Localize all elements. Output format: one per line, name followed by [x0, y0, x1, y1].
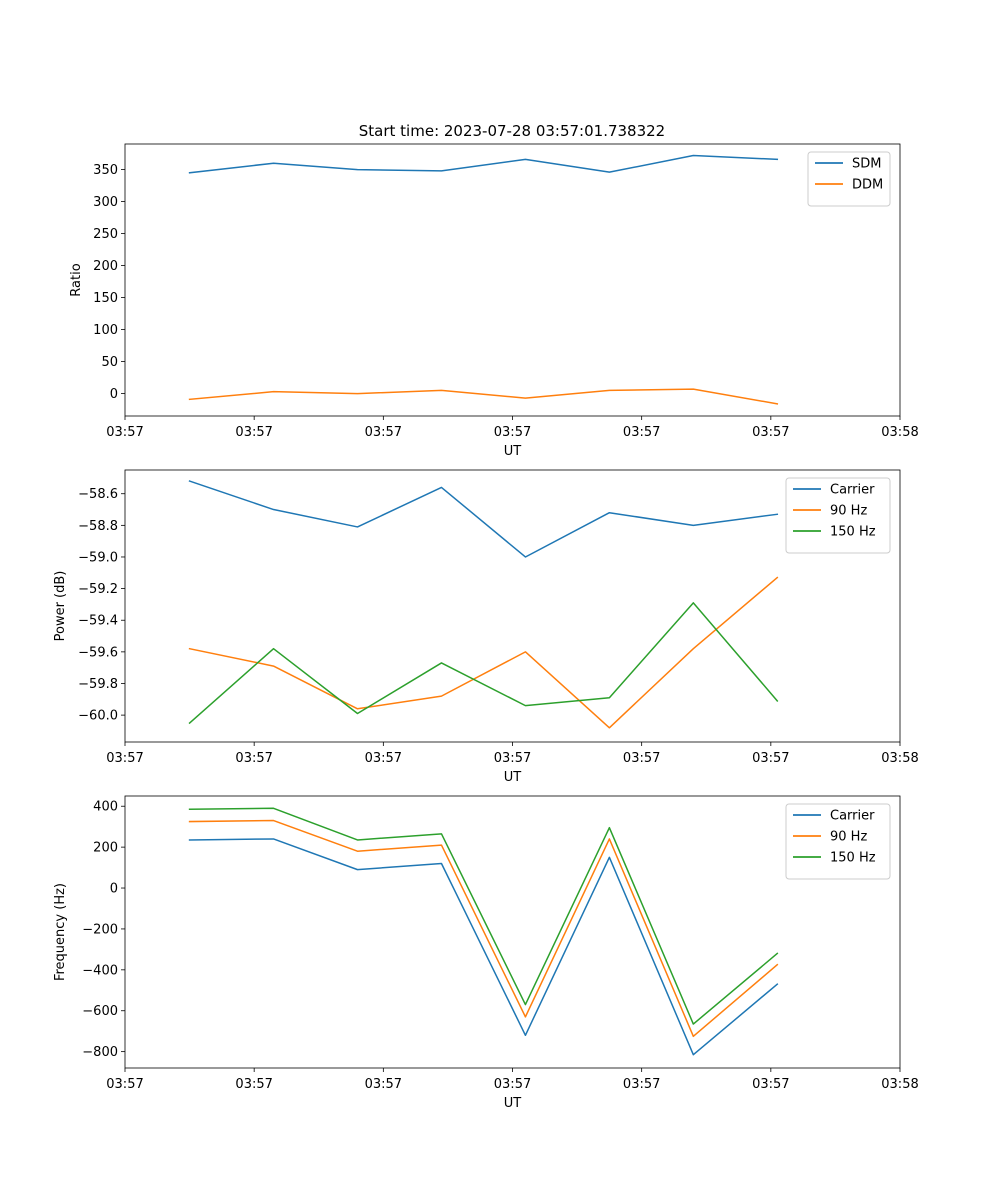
y-tick-label: −600: [82, 1004, 118, 1019]
series-line-carrier: [188, 480, 779, 558]
x-tick-label: 03:57: [494, 751, 531, 766]
ratio-panel: 03:57 03:57 03:57 03:57 03:57 03:57 03:58 0 50 10…: [69, 143, 919, 459]
x-tick-label: 03:57: [235, 425, 272, 440]
x-axis-label: UT: [504, 1096, 522, 1111]
y-tick-label: −59.0: [78, 550, 118, 565]
legend-label: DDM: [852, 178, 883, 193]
y-axis-label: Ratio: [69, 263, 84, 296]
legend-label: 150 Hz: [830, 525, 876, 540]
y-axis-label: Frequency (Hz): [53, 883, 68, 981]
y-tick-label: −58.6: [78, 487, 118, 502]
legend-label: 90 Hz: [830, 504, 867, 519]
y-tick-label: −200: [82, 922, 118, 937]
series-line-150-hz: [188, 807, 779, 1025]
x-tick-label: 03:57: [623, 1077, 660, 1092]
series-line-ddm: [188, 388, 779, 405]
legend-box: [785, 477, 891, 554]
x-tick-label: 03:58: [881, 751, 918, 766]
x-tick-label: 03:57: [235, 751, 272, 766]
axes-frame: [124, 795, 901, 1069]
x-tick-label: 03:57: [106, 751, 143, 766]
x-tick-label: 03:57: [752, 751, 789, 766]
x-tick-label: 03:57: [494, 1077, 531, 1092]
x-tick-label: 03:57: [365, 751, 402, 766]
x-tick-label: 03:57: [365, 425, 402, 440]
legend-label: Carrier: [830, 809, 875, 824]
legend-label: 90 Hz: [830, 830, 867, 845]
x-tick-label: 03:57: [494, 425, 531, 440]
y-tick-label: 100: [93, 323, 118, 338]
series-line-sdm: [188, 154, 779, 174]
y-tick-label: 300: [93, 195, 118, 210]
y-tick-label: −59.2: [78, 582, 118, 597]
axes-frame: [124, 469, 901, 743]
y-tick-label: −400: [82, 963, 118, 978]
series-line-90-hz: [188, 819, 779, 1038]
series-line-carrier: [188, 838, 779, 1056]
power-panel: 03:57 03:57 03:57 03:57 03:57 03:57 03:58 −58.6…: [53, 469, 919, 785]
series-line-150-hz: [188, 602, 779, 725]
y-tick-label: −800: [82, 1045, 118, 1060]
x-tick-label: 03:58: [881, 1077, 918, 1092]
series-line-90-hz: [188, 576, 779, 729]
y-tick-label: 350: [93, 163, 118, 178]
y-tick-label: 50: [101, 355, 118, 370]
x-tick-label: 03:57: [623, 751, 660, 766]
x-tick-label: 03:57: [623, 425, 660, 440]
legend-label: SDM: [852, 157, 881, 172]
y-tick-label: −58.8: [78, 519, 118, 534]
y-tick-label: 150: [93, 291, 118, 306]
x-tick-label: 03:58: [881, 425, 918, 440]
x-tick-label: 03:57: [235, 1077, 272, 1092]
x-tick-label: 03:57: [752, 1077, 789, 1092]
x-tick-label: 03:57: [106, 1077, 143, 1092]
y-tick-label: −59.4: [78, 614, 118, 629]
x-tick-label: 03:57: [106, 425, 143, 440]
y-axis-label: Power (dB): [53, 571, 68, 642]
y-tick-label: 0: [110, 882, 118, 897]
frequency-panel: 03:57 03:57 03:57 03:57 03:57 03:57 03:58 400 20…: [53, 795, 919, 1111]
legend-box: [807, 151, 891, 207]
y-tick-label: 400: [93, 800, 118, 815]
figure-title: Start time: 2023-07-28 03:57:01.738322: [359, 122, 665, 140]
x-axis-label: UT: [504, 444, 522, 459]
x-axis-label: UT: [504, 770, 522, 785]
legend-label: Carrier: [830, 483, 875, 498]
y-tick-label: 200: [93, 259, 118, 274]
y-tick-label: 0: [110, 387, 118, 402]
x-tick-label: 03:57: [365, 1077, 402, 1092]
y-tick-label: −59.8: [78, 677, 118, 692]
legend-label: 150 Hz: [830, 851, 876, 866]
y-tick-label: −60.0: [78, 709, 118, 724]
axes-frame: [124, 143, 901, 417]
legend-box: [785, 803, 891, 880]
y-tick-label: −59.6: [78, 645, 118, 660]
y-tick-label: 200: [93, 841, 118, 856]
x-tick-label: 03:57: [752, 425, 789, 440]
y-tick-label: 250: [93, 227, 118, 242]
